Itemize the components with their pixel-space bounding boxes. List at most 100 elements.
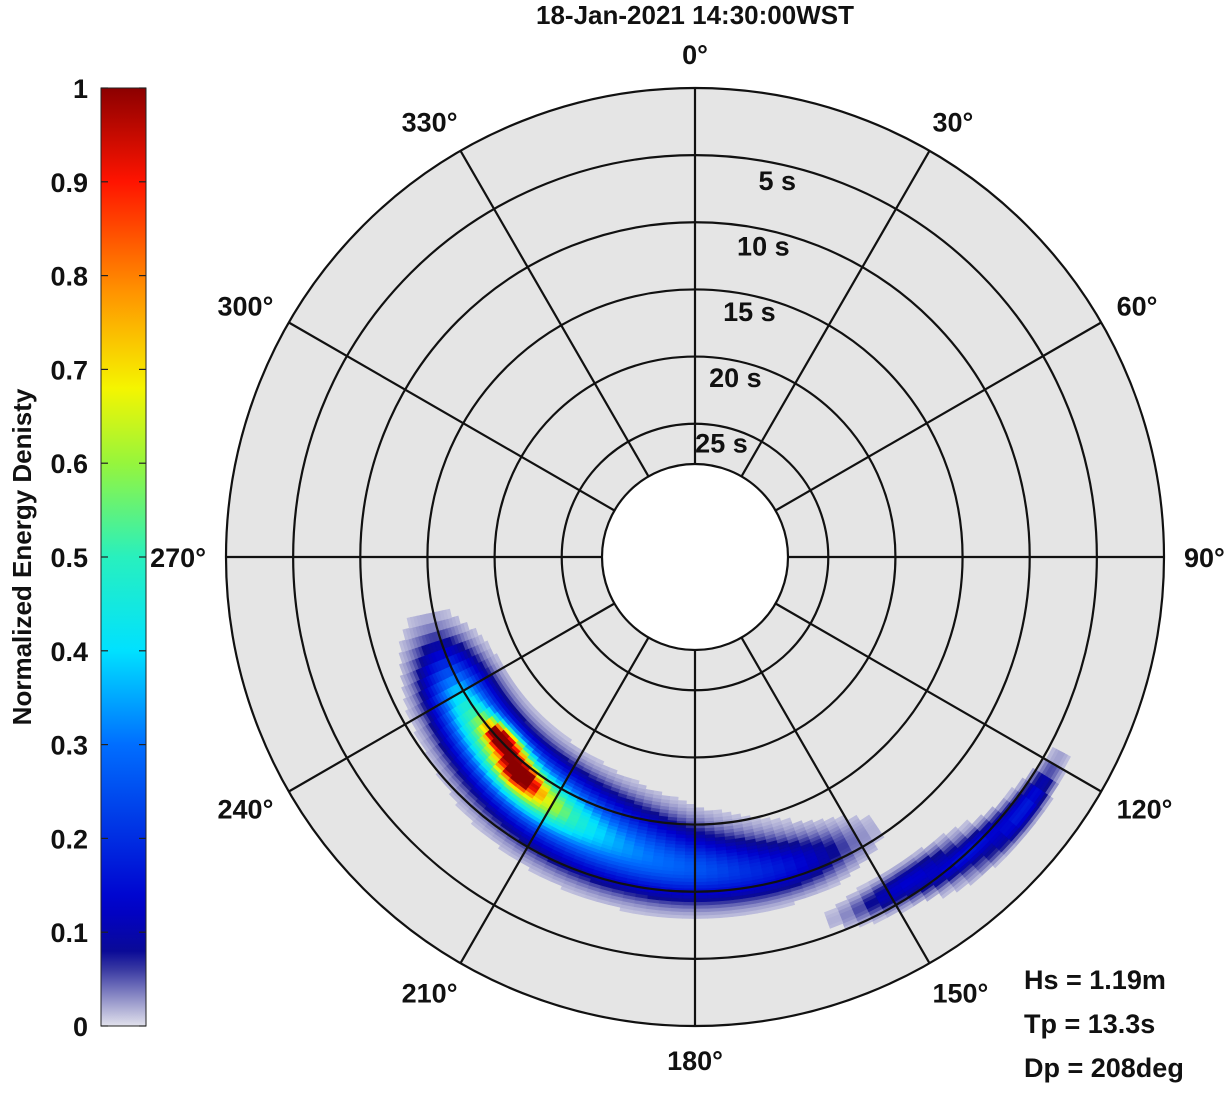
energy-cell (493, 653, 501, 663)
energy-cell (694, 911, 708, 916)
energy-cell (685, 814, 696, 819)
energy-cell (683, 877, 696, 882)
direction-labels: 0° 30° 60° 90° 120° 150° 180° 210° 240° 270° 300° 3… (150, 40, 1224, 1076)
energy-cell (682, 911, 696, 916)
energy-cell (694, 864, 707, 869)
energy-cell (694, 814, 705, 819)
direction-spoke (740, 636, 931, 964)
energy-cell (682, 901, 696, 906)
energy-cell (694, 874, 707, 879)
energy-cell (694, 850, 706, 856)
energy-cell (694, 894, 708, 899)
period-ring-label: 10 s (737, 231, 790, 261)
polar-plot: 5 s 10 s 15 s 20 s 25 s 0° 30° 60° 90° 120° 150° 1… (150, 40, 1224, 1076)
wave-statistics: Hs = 1.19m Tp = 13.3s Dp = 208deg (1024, 958, 1184, 1090)
energy-cell (684, 854, 696, 859)
period-ring-label: 20 s (709, 363, 762, 393)
energy-cell (683, 861, 696, 866)
energy-cell (683, 884, 696, 889)
energy-cell (684, 840, 696, 846)
direction-spoke (459, 150, 650, 478)
energy-cell (694, 901, 708, 906)
colorbar-tick-label: 0.1 (50, 918, 88, 948)
energy-cell (694, 871, 707, 876)
energy-cell (694, 837, 706, 842)
energy-cell (684, 834, 696, 839)
period-ring-label: 15 s (723, 297, 776, 327)
colorbar-tick-label: 0.2 (50, 824, 88, 854)
outer-boundary (224, 86, 1166, 1028)
energy-cell (685, 817, 696, 822)
colorbar-tick-label: 0.3 (50, 731, 88, 761)
chart-title: 18-Jan-2021 14:30:00WST (536, 0, 854, 30)
energy-cell (684, 844, 696, 849)
energy-cell (477, 634, 485, 644)
energy-cell (683, 867, 696, 872)
energy-cell (694, 834, 706, 839)
colorbar-tick-label: 0.9 (50, 168, 88, 198)
direction-spoke (774, 321, 1102, 512)
energy-cell (454, 615, 461, 626)
energy-cell (685, 807, 696, 812)
energy-cell (694, 844, 706, 849)
direction-label: 150° (933, 979, 989, 1009)
energy-cell (685, 803, 696, 809)
energy-cell (685, 810, 696, 815)
direction-label: 90° (1184, 543, 1224, 573)
direction-label: 60° (1117, 292, 1158, 322)
energy-cell (684, 847, 696, 852)
energy-cell (685, 827, 696, 832)
period-ring-labels: 5 s 10 s 15 s 20 s 25 s (695, 166, 796, 459)
energy-cell (694, 847, 706, 852)
colorbar-tick-label: 1 (73, 74, 88, 104)
direction-label: 30° (933, 107, 974, 137)
colorbar-tick-label: 0.5 (50, 543, 88, 573)
energy-cell (856, 881, 870, 892)
colorbar-gradient (100, 87, 147, 1027)
colorbar-tick-label: 0.7 (50, 355, 88, 385)
energy-cell (694, 877, 707, 882)
energy-cell (712, 809, 723, 815)
colorbar-tick-label: 0 (73, 1012, 88, 1042)
dp-stat: Dp = 208deg (1024, 1053, 1184, 1083)
energy-cell (694, 830, 706, 835)
direction-spoke (459, 636, 650, 964)
direction-spoke (774, 602, 1102, 793)
energy-cell (694, 897, 708, 903)
energy-cell (694, 807, 705, 812)
energy-cell (703, 810, 714, 815)
direction-label: 240° (218, 795, 274, 825)
direction-spoke (740, 150, 931, 478)
energy-cell (721, 811, 732, 817)
direction-label: 180° (667, 1046, 723, 1076)
tp-stat: Tp = 13.3s (1024, 1009, 1156, 1039)
energy-cell (835, 899, 850, 909)
energy-cell (683, 864, 696, 869)
energy-cell (694, 817, 705, 822)
energy-cell (682, 914, 696, 919)
energy-cell (694, 884, 707, 889)
energy-cell (694, 904, 708, 909)
inner-hole (600, 462, 790, 652)
energy-cell (463, 622, 470, 632)
energy-cell (684, 837, 696, 842)
energy-cell (694, 827, 705, 832)
energy-cell (694, 810, 705, 815)
hs-stat: Hs = 1.19m (1024, 965, 1166, 995)
direction-label: 270° (150, 543, 206, 573)
energy-cell (683, 871, 696, 876)
energy-cell (682, 897, 696, 903)
energy-cell (683, 881, 696, 886)
energy-cell (472, 627, 479, 638)
energy-cell (483, 640, 491, 650)
energy-cell (669, 796, 679, 801)
colorbar-tick-label: 0.8 (50, 262, 88, 292)
energy-cell (446, 608, 453, 619)
energy-cell (684, 857, 696, 862)
colorbar-tick-label: 0.6 (50, 449, 88, 479)
energy-cell (677, 800, 687, 805)
energy-cell (694, 867, 707, 872)
energy-cell (682, 904, 696, 909)
energy-cell (694, 861, 707, 866)
